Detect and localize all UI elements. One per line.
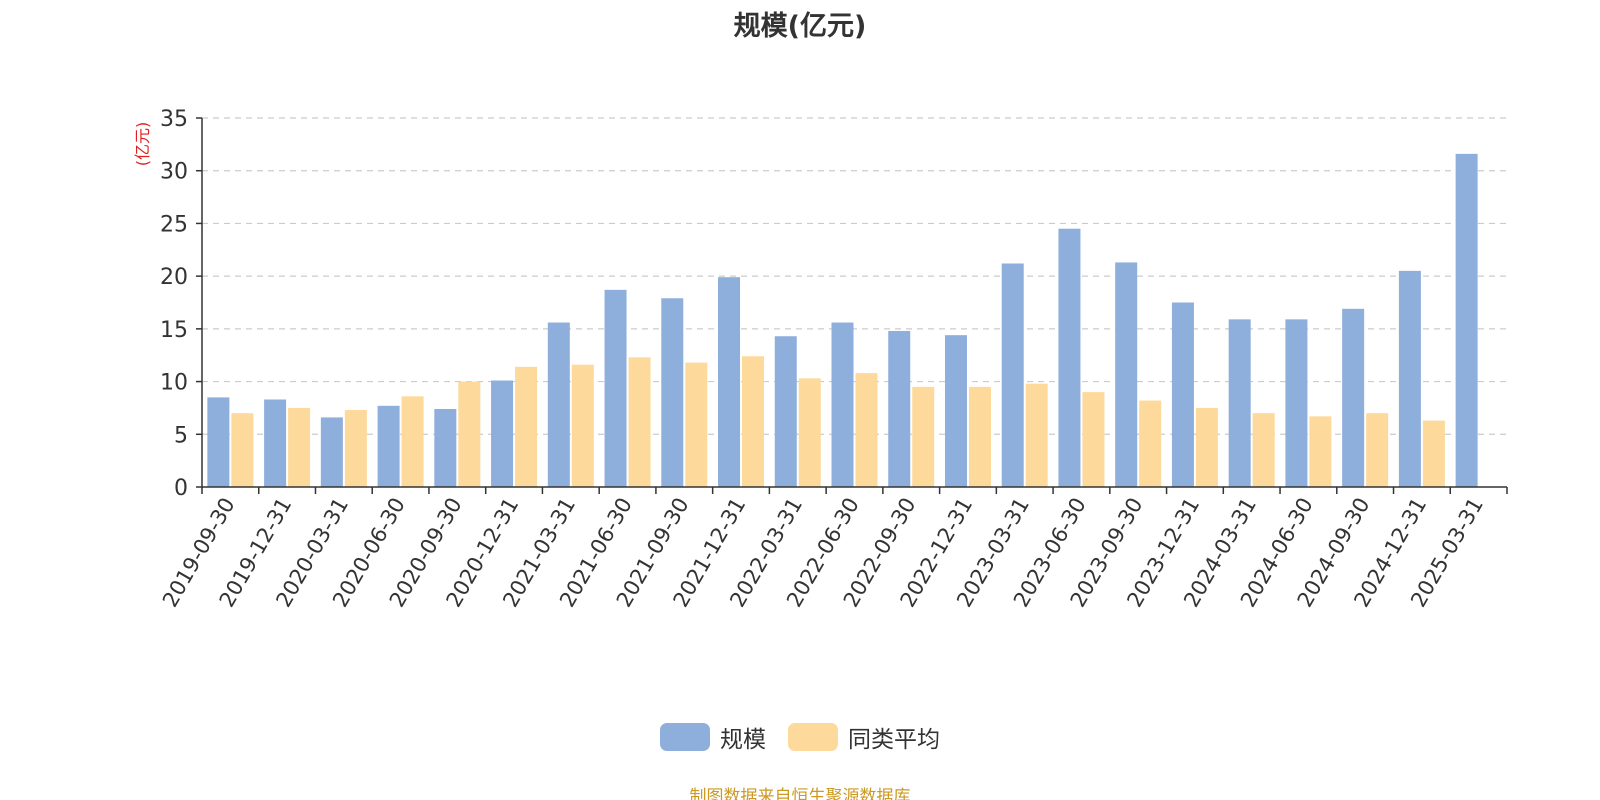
- y-tick-label: 25: [160, 212, 188, 237]
- legend-swatch-scale: [660, 723, 710, 751]
- legend: 规模 同类平均: [0, 720, 1600, 754]
- bar-scale: [1115, 262, 1138, 487]
- bar-scale: [1058, 228, 1081, 487]
- y-tick-label: 15: [160, 318, 188, 343]
- bars: [207, 153, 1478, 488]
- bar-peer-average: [912, 386, 935, 487]
- y-axis-label: (亿元): [133, 122, 152, 167]
- bar-peer-average: [1139, 400, 1162, 487]
- bar-scale: [718, 277, 741, 487]
- bar-scale: [1398, 270, 1421, 487]
- bar-scale: [434, 408, 457, 487]
- y-tick-label: 30: [160, 160, 188, 185]
- bar-scale: [1228, 319, 1251, 487]
- bar-peer-average: [742, 356, 765, 487]
- bar-peer-average: [855, 373, 878, 487]
- bar-peer-average: [231, 413, 254, 487]
- bar-scale: [888, 330, 911, 487]
- bar-scale: [604, 289, 627, 487]
- bar-scale: [491, 380, 514, 487]
- chart-title: 规模(亿元): [733, 11, 867, 42]
- bar-scale: [264, 399, 287, 487]
- y-tick-label: 5: [174, 423, 188, 448]
- gridlines: [202, 117, 1507, 435]
- bar-scale: [944, 335, 967, 487]
- bar-peer-average: [1252, 413, 1275, 487]
- legend-item-scale[interactable]: 规模: [660, 720, 766, 754]
- bar-scale: [774, 336, 797, 487]
- source-note: 制图数据来自恒生聚源数据库: [689, 787, 911, 800]
- bar-scale: [547, 322, 570, 487]
- bar-peer-average: [968, 386, 991, 487]
- bar-peer-average: [1422, 420, 1445, 487]
- bar-peer-average: [344, 410, 367, 487]
- bar-peer-average: [685, 362, 708, 487]
- legend-item-peer-average[interactable]: 同类平均: [788, 720, 940, 754]
- bar-peer-average: [515, 366, 538, 487]
- bar-scale: [1001, 263, 1024, 487]
- legend-label-peer-average: 同类平均: [848, 727, 940, 753]
- bar-peer-average: [1309, 416, 1332, 487]
- bar-scale: [1342, 308, 1365, 487]
- y-tick-label: 35: [160, 107, 188, 132]
- bar-scale: [661, 298, 684, 487]
- bar-peer-average: [798, 378, 821, 487]
- bar-peer-average: [628, 357, 651, 487]
- bar-scale: [377, 405, 400, 487]
- y-tick-label: 10: [160, 371, 188, 396]
- bar-peer-average: [1082, 392, 1105, 487]
- bar-peer-average: [571, 364, 594, 487]
- legend-swatch-peer-average: [788, 723, 838, 751]
- bar-scale: [831, 322, 854, 487]
- bar-scale: [320, 417, 343, 487]
- legend-label-scale: 规模: [720, 727, 766, 753]
- bar-scale: [207, 397, 230, 487]
- bar-scale: [1455, 153, 1478, 488]
- bar-peer-average: [1195, 407, 1218, 487]
- bar-scale: [1171, 302, 1194, 487]
- y-tick-label: 20: [160, 265, 188, 290]
- bar-peer-average: [288, 407, 311, 487]
- y-tick-label: 0: [174, 476, 188, 501]
- bar-peer-average: [458, 381, 481, 487]
- bar-scale: [1285, 319, 1308, 487]
- bar-peer-average: [401, 396, 424, 487]
- bar-peer-average: [1366, 413, 1389, 487]
- bar-peer-average: [1025, 383, 1048, 487]
